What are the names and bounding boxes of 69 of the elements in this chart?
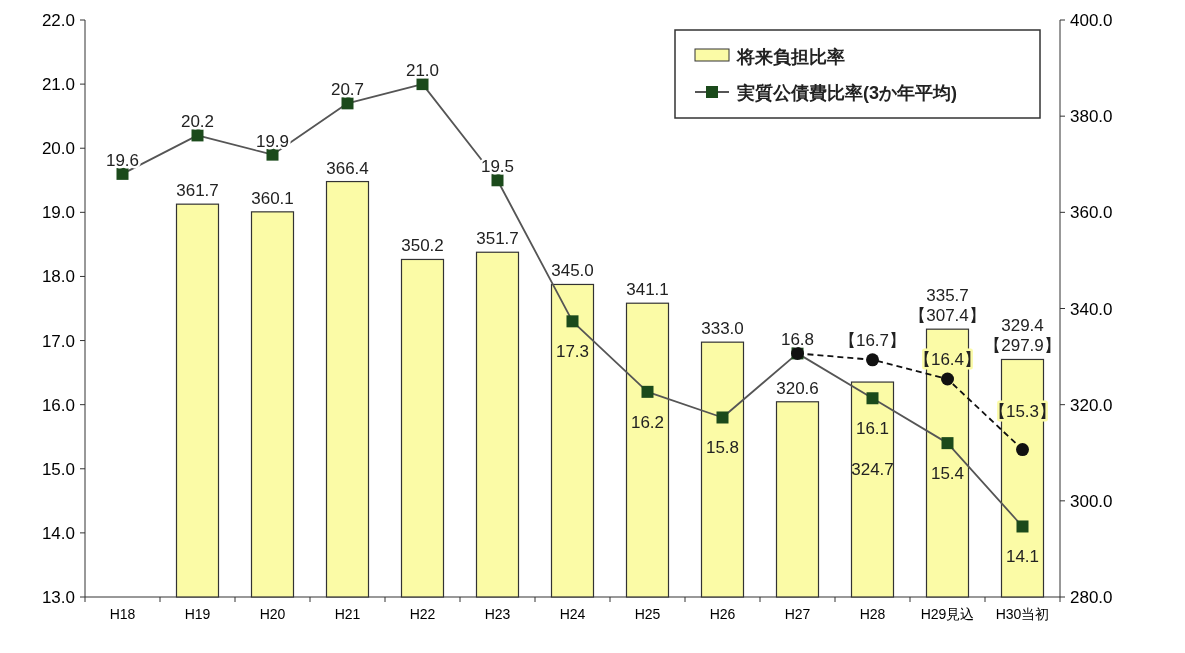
x-tick-label: H26	[709, 606, 736, 622]
point	[1016, 520, 1029, 533]
data-label: 350.2	[401, 236, 444, 256]
data-label: 17.3	[555, 342, 590, 362]
data-label: 21.0	[405, 61, 440, 81]
x-tick-label: H30当初	[995, 606, 1050, 622]
y2-tick-label: 400.0	[1070, 11, 1113, 30]
data-label: 345.0	[551, 261, 594, 281]
point	[341, 97, 354, 110]
y-tick-label: 13.0	[41, 588, 75, 607]
x-tick-label: H25	[634, 606, 661, 622]
data-label: 16.2	[630, 412, 665, 432]
y2-tick-label: 340.0	[1070, 299, 1113, 319]
data-label: 19.6	[105, 150, 140, 170]
data-label: 360.1	[251, 188, 294, 208]
x-tick-label: H28	[859, 606, 886, 622]
y-tick-label: 16.0	[41, 395, 75, 415]
data-label: 【16.7】	[838, 330, 907, 350]
point	[116, 167, 129, 180]
point	[491, 174, 504, 187]
y2-tick-label: 280.0	[1070, 588, 1113, 607]
y-tick-label: 15.0	[41, 459, 75, 479]
y-tick-label: 20.0	[41, 139, 75, 159]
legend-label: 将来負担比率	[736, 47, 845, 67]
point	[716, 411, 729, 424]
x-tick-label: H19	[184, 606, 211, 622]
point	[266, 148, 279, 161]
y2-tick-label: 300.0	[1070, 491, 1113, 511]
data-label: 20.2	[180, 112, 215, 132]
y2-tick-label: 320.0	[1070, 395, 1113, 415]
x-tick-label: H27	[784, 606, 811, 622]
y-tick-label: 18.0	[41, 267, 75, 287]
x-tick-label: H21	[334, 606, 361, 622]
x-tick-label: H29見込	[920, 606, 975, 622]
data-label: 15.8	[705, 438, 740, 458]
data-label: 329.4 【297.9】	[984, 316, 1061, 356]
point	[191, 129, 204, 142]
data-label: 335.7 【307.4】	[909, 286, 986, 326]
y-tick-label: 14.0	[41, 523, 75, 543]
x-tick-label: H24	[559, 606, 586, 622]
y-tick-label: 17.0	[41, 331, 75, 351]
point	[416, 78, 429, 91]
data-label: 333.0	[701, 319, 744, 339]
data-label: 351.7	[476, 229, 519, 249]
data-label: 20.7	[330, 80, 365, 100]
x-tick-label: H20	[259, 606, 286, 622]
data-label: 16.1	[855, 419, 890, 439]
data-label: 320.6	[776, 378, 819, 398]
point	[866, 392, 879, 405]
data-label: 14.1	[1005, 547, 1040, 567]
y2-tick-label: 380.0	[1070, 107, 1113, 127]
point	[566, 315, 579, 328]
legend-label: 実質公債費比率(3か年平均)	[736, 83, 957, 103]
data-label: 341.1	[626, 280, 669, 300]
y-tick-label: 22.0	[41, 11, 75, 30]
y2-tick-label: 360.0	[1070, 203, 1113, 223]
data-label: 361.7	[176, 181, 219, 201]
x-tick-label: H23	[484, 606, 511, 622]
data-label: 15.4	[930, 464, 965, 484]
y-tick-label: 19.0	[41, 203, 75, 223]
y-tick-label: 21.0	[41, 75, 75, 95]
data-label: 16.8	[780, 330, 815, 350]
point	[641, 385, 654, 398]
point	[941, 437, 954, 450]
data-label: 324.7	[851, 460, 894, 480]
data-label: 19.9	[255, 131, 290, 151]
x-tick-label: H22	[409, 606, 436, 622]
data-label: 366.4	[326, 158, 369, 178]
x-tick-label: H18	[109, 606, 136, 622]
